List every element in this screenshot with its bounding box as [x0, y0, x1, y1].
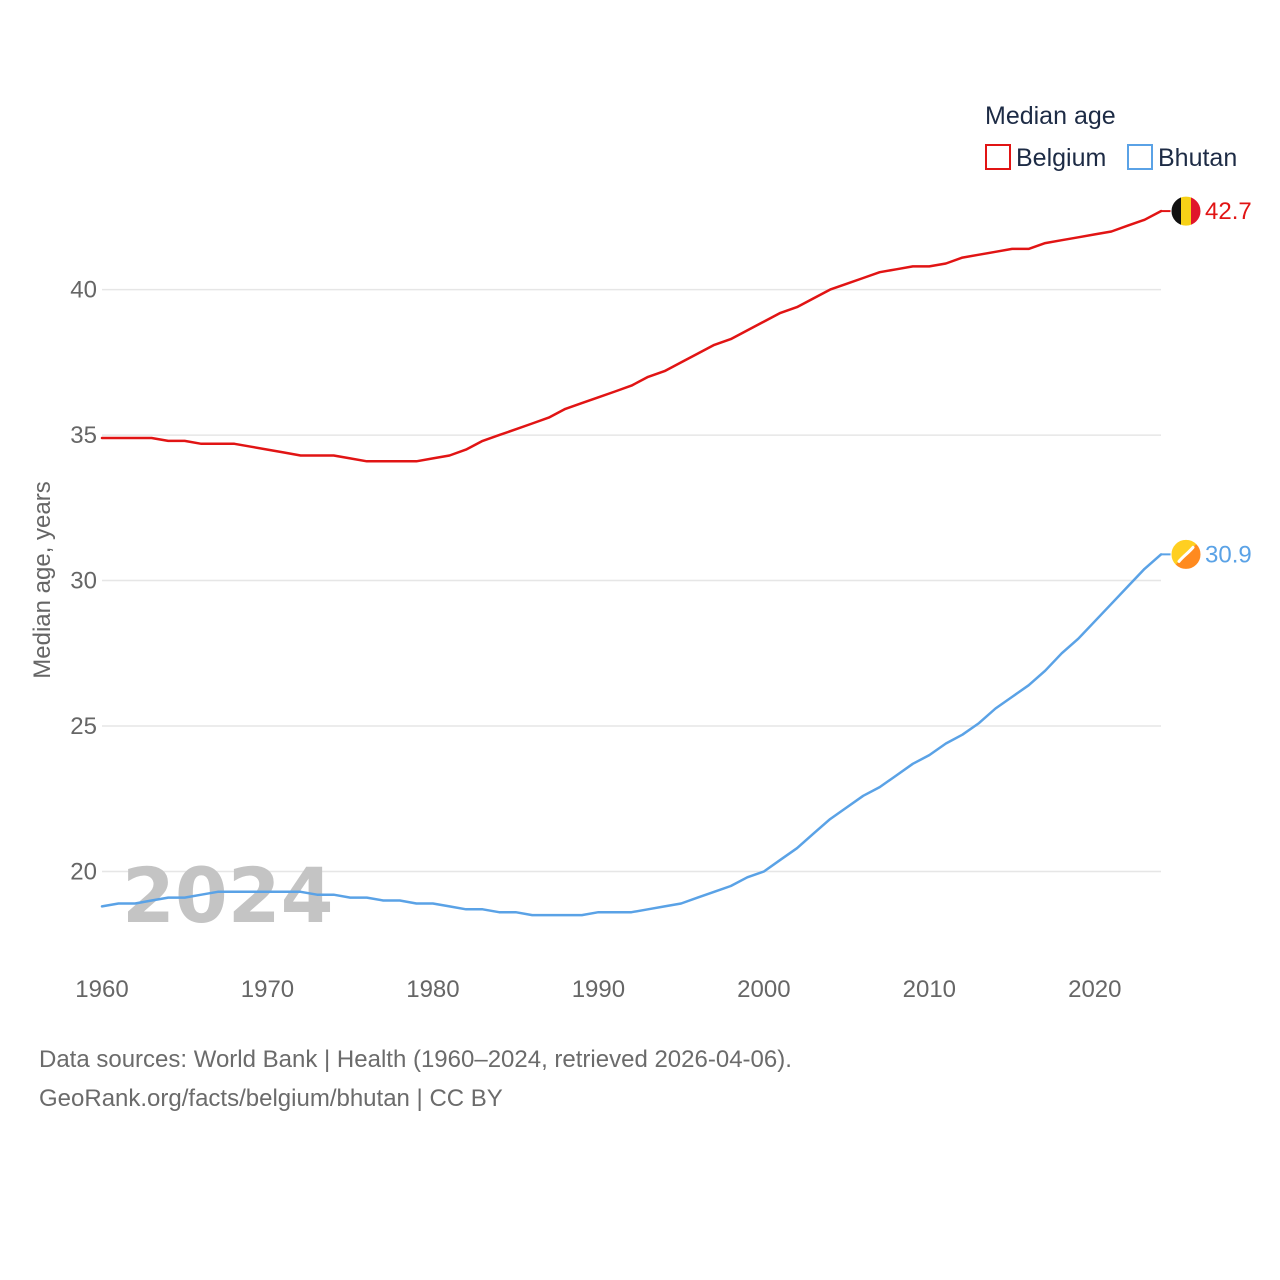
series-line-bhutan [100, 553, 1163, 917]
y-tick-label: 30 [70, 568, 97, 595]
gridlines [102, 288, 1161, 873]
legend-swatch-bhutan [1127, 144, 1153, 170]
y-axis-ticks: 20 25 30 35 40 [70, 277, 97, 886]
series-line-belgium [100, 209, 1163, 463]
legend-title: Median age [985, 102, 1116, 130]
x-tick-label: 1960 [75, 976, 128, 1003]
legend-label-belgium: Belgium [1016, 144, 1106, 172]
legend-item-bhutan[interactable]: Bhutan [1127, 144, 1237, 172]
legend-swatch-belgium [985, 144, 1011, 170]
x-tick-label: 2000 [737, 976, 790, 1003]
bhutan-flag-icon [1170, 538, 1202, 570]
year-watermark: 2024 [122, 851, 334, 940]
y-tick-label: 25 [70, 713, 97, 740]
y-axis-title: Median age, years [29, 481, 56, 678]
belgium-flag-icon [1170, 195, 1202, 227]
x-tick-label: 2010 [903, 976, 956, 1003]
series-lines [100, 209, 1163, 917]
legend-item-belgium[interactable]: Belgium [985, 144, 1106, 172]
footer-sources: Data sources: World Bank | Health (1960–… [39, 1046, 792, 1073]
end-label-belgium: 42.7 [1205, 198, 1252, 225]
x-axis-ticks: 1960 1970 1980 1990 2000 2010 2020 [75, 976, 1121, 1003]
y-tick-label: 35 [70, 422, 97, 449]
legend-label-bhutan: Bhutan [1158, 144, 1237, 172]
y-tick-label: 40 [70, 277, 97, 304]
end-label-bhutan: 30.9 [1205, 541, 1252, 568]
legend: Median age Belgium Bhutan [985, 102, 1237, 172]
x-tick-label: 2020 [1068, 976, 1121, 1003]
x-tick-label: 1980 [406, 976, 459, 1003]
footer-url: GeoRank.org/facts/belgium/bhutan | CC BY [39, 1085, 503, 1112]
x-tick-label: 1970 [241, 976, 294, 1003]
y-tick-label: 20 [70, 858, 97, 885]
end-markers: 42.7 30.9 [1161, 195, 1252, 570]
x-tick-label: 1990 [572, 976, 625, 1003]
